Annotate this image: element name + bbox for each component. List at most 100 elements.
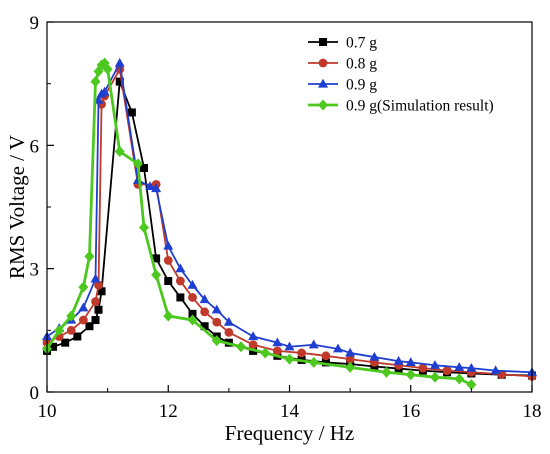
data-point [212, 317, 222, 327]
data-point [176, 293, 185, 302]
data-point [200, 322, 209, 331]
data-point [132, 158, 143, 170]
data-point [211, 335, 222, 347]
data-point [90, 273, 101, 283]
series-2 [42, 64, 537, 381]
data-point [308, 339, 319, 349]
data-point [430, 360, 440, 369]
data-point [236, 341, 246, 353]
data-point [99, 86, 110, 96]
data-point [151, 269, 162, 281]
data-point [490, 365, 501, 375]
legend: 0.7 g 0.8 g 0.9 g 0.9 g(Simulation result) [308, 35, 494, 115]
legend-label: 0.8 g [346, 56, 377, 73]
data-point [211, 304, 222, 314]
data-point [97, 287, 106, 296]
data-point [199, 294, 210, 304]
data-point [430, 371, 440, 383]
data-point [94, 280, 103, 290]
y-tick-label: 0 [30, 383, 40, 404]
legend-marker [318, 99, 328, 111]
data-point [260, 347, 271, 359]
data-point [175, 263, 186, 273]
data-point [297, 348, 307, 358]
data-point [345, 361, 356, 373]
data-point [333, 343, 343, 353]
data-point [78, 315, 88, 325]
data-point [78, 281, 89, 293]
data-point [442, 366, 452, 376]
data-point [164, 277, 173, 285]
data-point [54, 324, 65, 336]
x-tick-label: 10 [38, 401, 57, 422]
axis-ticks: 10 12 14 16 18 0 3 6 9 [30, 13, 542, 422]
legend-item: 0.9 g(Simulation result) [308, 98, 494, 115]
legend-item: 0.8 g [308, 56, 377, 73]
data-point [466, 379, 477, 391]
data-point [151, 183, 162, 193]
x-tick-label: 18 [523, 401, 542, 422]
data-point [405, 357, 416, 366]
data-point [145, 181, 156, 191]
data-point [418, 363, 428, 373]
data-point [188, 293, 197, 302]
data-point [85, 322, 94, 331]
data-point [94, 305, 103, 314]
data-point [61, 338, 70, 347]
data-point [114, 57, 125, 67]
x-tick-label: 16 [401, 401, 420, 422]
data-point [84, 250, 95, 262]
series-4 [42, 57, 477, 391]
data-point [284, 341, 295, 351]
data-point [345, 354, 355, 364]
data-point [187, 314, 198, 326]
data-point [163, 256, 173, 265]
data-point [78, 302, 89, 312]
data-point [188, 309, 197, 318]
data-point [175, 276, 185, 286]
data-point [91, 297, 100, 306]
data-point [405, 369, 416, 381]
legend-label: 0.9 g(Simulation result) [346, 98, 494, 115]
y-tick-label: 6 [30, 136, 40, 157]
data-point [200, 307, 210, 317]
data-point [497, 369, 507, 379]
x-tick-label: 14 [280, 401, 300, 422]
data-point [163, 310, 174, 322]
data-point [284, 353, 295, 365]
data-point [163, 240, 174, 250]
data-point [90, 76, 101, 88]
data-point [66, 310, 77, 322]
data-point [321, 351, 331, 361]
legend-label: 0.9 g [346, 77, 377, 94]
data-point [73, 332, 82, 341]
legend-marker [318, 58, 328, 68]
data-point [127, 108, 136, 117]
data-point [454, 373, 465, 385]
data-point [272, 337, 283, 347]
data-point [66, 325, 76, 335]
series-3 [42, 57, 537, 376]
data-point [49, 342, 58, 351]
data-point [139, 222, 149, 234]
y-tick-label: 3 [30, 260, 40, 281]
legend-marker [319, 38, 327, 46]
series-1 [43, 77, 536, 380]
data-point [223, 316, 234, 326]
data-point [272, 346, 282, 356]
data-point [345, 347, 356, 357]
legend-item: 0.7 g [308, 35, 377, 52]
plot-area-frame [46, 21, 533, 393]
data-point [454, 362, 465, 371]
data-point [140, 163, 148, 172]
series-line [46, 80, 533, 377]
data-point [393, 355, 404, 365]
data-point [224, 327, 234, 337]
data-point [152, 254, 161, 263]
data-point [248, 331, 259, 341]
data-point [99, 57, 110, 69]
data-point [91, 316, 100, 325]
y-tick-label: 9 [30, 13, 40, 34]
